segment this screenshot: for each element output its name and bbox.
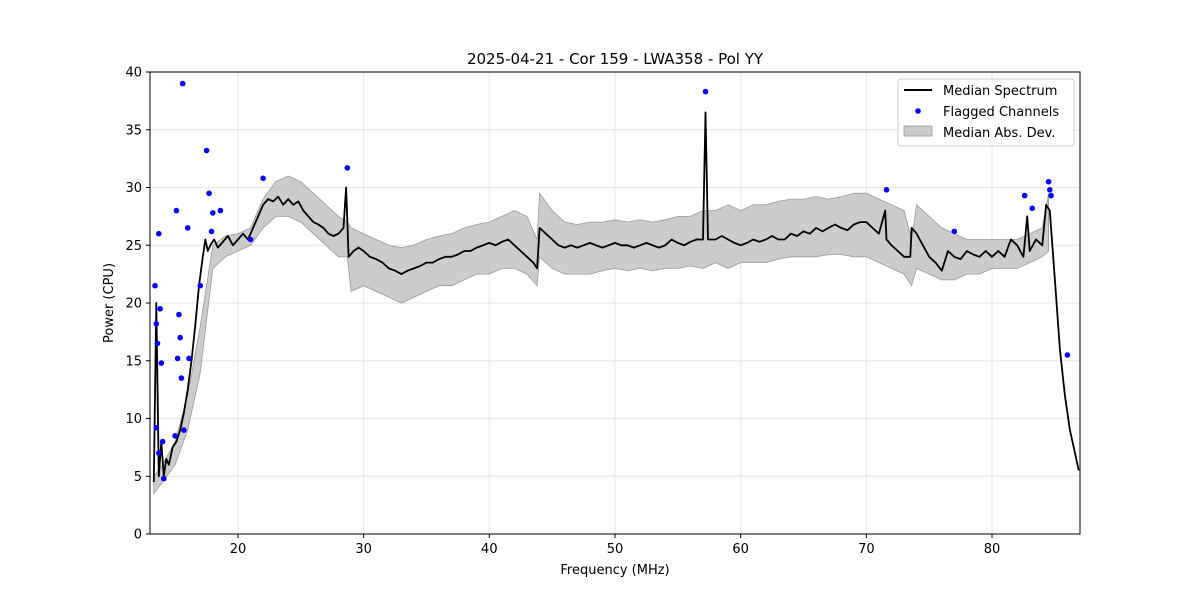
flagged-channel-point	[172, 433, 178, 439]
y-tick-label: 5	[134, 470, 142, 485]
legend-point-swatch	[915, 108, 921, 114]
y-tick-label: 15	[125, 354, 142, 369]
flagged-channel-point	[951, 228, 958, 235]
flagged-channel-point	[260, 175, 266, 182]
flagged-channel-point	[152, 282, 158, 289]
flagged-channel-point	[153, 424, 160, 431]
y-axis: 0 5 10 15 20 25 30 35 40	[125, 66, 150, 543]
flagged-channel-point	[157, 306, 163, 312]
legend-frame	[897, 78, 1075, 147]
x-tick-label: 40	[481, 542, 498, 557]
flagged-channel-point	[197, 282, 204, 289]
flagged-channel-point	[161, 475, 167, 482]
flagged-channel-point	[247, 236, 254, 243]
flagged-channel-point	[181, 427, 187, 433]
flagged-channel-point	[1048, 192, 1054, 199]
flagged-channel-point	[156, 450, 162, 456]
chart-title: 2025-04-21 - Cor 159 - LWA358 - Pol YY	[467, 50, 764, 68]
flagged-channel-point	[179, 80, 186, 87]
flagged-channel-point	[217, 207, 224, 214]
flagged-channel-point	[186, 355, 192, 362]
x-axis-label: Frequency (MHz)	[560, 563, 669, 578]
flagged-channel-point	[210, 210, 216, 216]
flagged-channel-point	[1029, 205, 1035, 212]
legend-band-swatch	[903, 125, 933, 137]
flagged-channel-point	[153, 321, 160, 327]
flagged-channel-point	[702, 88, 709, 95]
flagged-channel-point	[1047, 187, 1053, 193]
flagged-channel-point	[158, 360, 165, 366]
flagged-channel-point	[178, 375, 185, 381]
y-tick-label: 10	[125, 412, 142, 427]
flagged-channel-point	[177, 334, 183, 341]
x-tick-label: 60	[732, 542, 749, 557]
flagged-channel-point	[176, 311, 182, 318]
median-spectrum-line	[152, 111, 1080, 483]
x-axis: 20 30 40 50 60 70 80	[230, 534, 1001, 557]
y-tick-label: 0	[134, 528, 142, 543]
flagged-channel-point	[154, 340, 161, 347]
flagged-channel-point	[883, 187, 890, 193]
legend: Median Spectrum Flagged Channels Median …	[897, 78, 1075, 147]
flagged-channel-point	[173, 207, 180, 214]
flagged-channel-point	[159, 438, 166, 445]
x-tick-label: 50	[607, 542, 624, 557]
flagged-channel-point	[1021, 192, 1028, 199]
median-abs-dev-band	[153, 175, 1049, 495]
flagged-channel-point	[174, 355, 181, 362]
y-axis-label: Power (CPU)	[102, 263, 117, 343]
plot-area	[152, 80, 1080, 495]
flagged-channel-point	[208, 228, 215, 235]
flagged-channel-point	[184, 225, 191, 231]
x-tick-label: 20	[230, 542, 247, 557]
flagged-channel-point	[1045, 178, 1052, 185]
legend-entry-median-spectrum: Median Spectrum	[943, 84, 1057, 99]
flagged-channel-point	[156, 230, 162, 237]
flagged-channel-point	[344, 165, 351, 171]
x-tick-label: 70	[858, 542, 875, 557]
y-tick-label: 35	[125, 123, 142, 138]
flagged-channel-point	[203, 147, 210, 154]
legend-entry-flagged-channels: Flagged Channels	[943, 105, 1059, 120]
x-tick-label: 80	[984, 542, 1001, 557]
y-tick-label: 25	[125, 239, 142, 254]
y-tick-label: 40	[125, 66, 142, 81]
x-tick-label: 30	[355, 542, 372, 557]
flagged-channel-point	[206, 190, 212, 197]
legend-entry-median-abs-dev: Median Abs. Dev.	[943, 126, 1055, 141]
y-tick-label: 20	[125, 297, 142, 312]
y-tick-label: 30	[125, 181, 142, 196]
flagged-channel-point	[1064, 352, 1071, 358]
